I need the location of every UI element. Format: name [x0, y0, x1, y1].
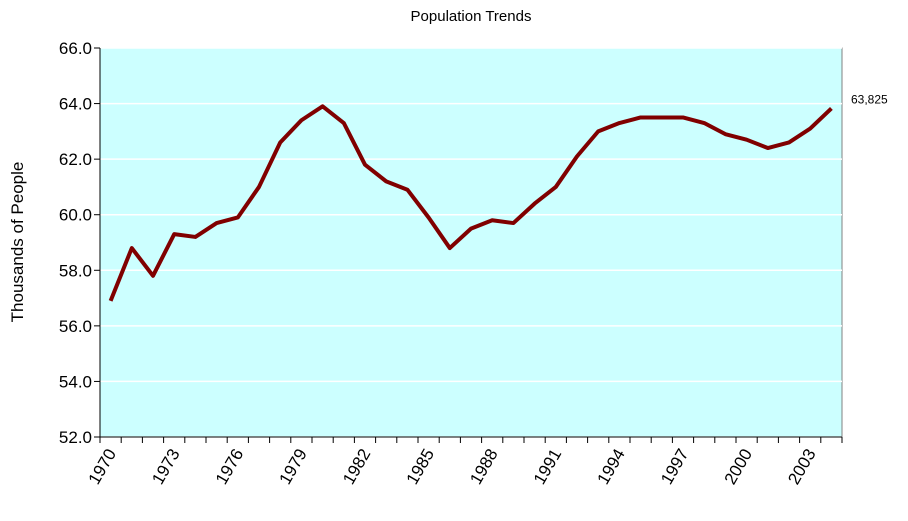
y-axis-label: Thousands of People — [8, 162, 27, 323]
data-label: 63,825 — [851, 92, 888, 106]
x-tick-label: 1985 — [403, 446, 438, 488]
y-tick-label: 56.0 — [59, 317, 92, 336]
x-tick-label: 1997 — [657, 446, 692, 488]
y-tick-label: 60.0 — [59, 206, 92, 225]
y-tick-label: 58.0 — [59, 261, 92, 280]
y-tick-label: 66.0 — [59, 39, 92, 58]
y-tick-label: 52.0 — [59, 428, 92, 447]
y-tick-label: 62.0 — [59, 150, 92, 169]
x-tick-label: 1991 — [530, 446, 565, 488]
x-tick-label: 1976 — [212, 446, 247, 488]
x-tick-label: 2003 — [784, 446, 819, 488]
x-tick-label: 2000 — [721, 446, 756, 488]
plot-area — [99, 47, 843, 438]
data-line — [108, 104, 833, 302]
x-tick-label: 1973 — [148, 446, 183, 488]
y-tick-label: 54.0 — [59, 372, 92, 391]
chart-title: Population Trends — [411, 8, 532, 25]
x-tick-label: 1988 — [466, 446, 501, 488]
x-tick-label: 1994 — [593, 446, 628, 488]
x-tick-label: 1982 — [339, 446, 374, 488]
x-tick-label: 1979 — [275, 446, 310, 488]
y-tick-label: 64.0 — [59, 95, 92, 114]
x-tick-label: 1970 — [85, 446, 120, 488]
